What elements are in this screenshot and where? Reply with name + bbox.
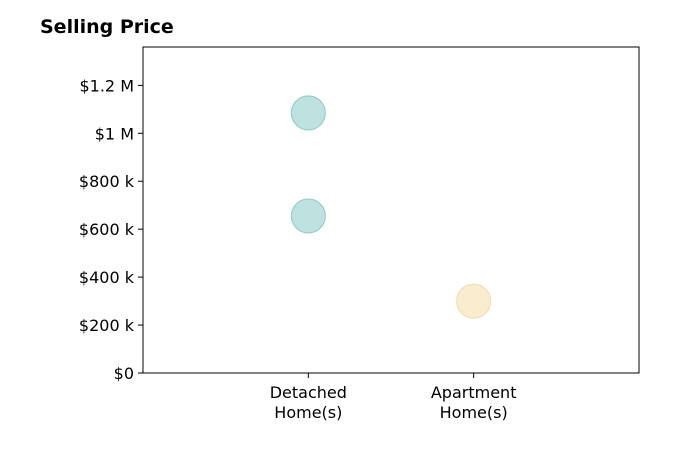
x-tick-label: Apartment [431, 383, 517, 402]
y-tick-label: $200 k [79, 316, 135, 335]
y-tick-label: $800 k [79, 172, 135, 191]
data-points [290, 95, 492, 319]
y-axis: $0 $200 k $400 k $600 k $800 k $1 M $1.2 M [79, 76, 143, 383]
x-tick-label: Home(s) [440, 403, 508, 422]
chart-title: Selling Price [40, 16, 174, 38]
data-point [290, 198, 326, 234]
plot-area-frame [142, 46, 640, 374]
data-point [290, 95, 326, 131]
y-tick-label: $1.2 M [79, 76, 134, 95]
y-tick-label: $1 M [95, 124, 134, 143]
y-tick-label: $400 k [79, 268, 135, 287]
x-tick-label: Detached [270, 383, 347, 402]
y-tick-label: $600 k [79, 220, 135, 239]
x-tick-label: Home(s) [274, 403, 342, 422]
data-point [456, 283, 492, 319]
y-tick-label: $0 [114, 364, 134, 383]
